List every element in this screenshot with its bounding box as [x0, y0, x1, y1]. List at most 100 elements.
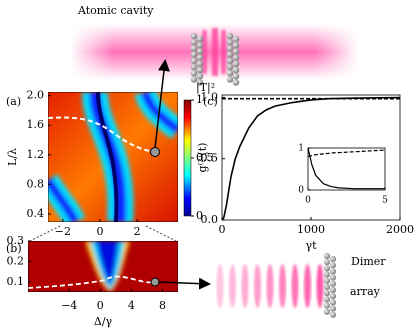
- x-tick-label: 4: [128, 299, 135, 312]
- colorbar: [183, 99, 192, 217]
- wave-lobe: [241, 264, 249, 308]
- atom: [190, 32, 198, 40]
- atom: [190, 38, 198, 46]
- line-series: [307, 149, 386, 157]
- atom: [232, 48, 240, 55]
- zoom-line: [145, 225, 177, 242]
- cavity-illustration: [70, 24, 358, 86]
- plot-frame: [307, 147, 386, 191]
- marker-point: [150, 147, 160, 157]
- atom: [226, 38, 234, 46]
- dimer-label: Dimer: [351, 255, 386, 268]
- atom: [323, 259, 331, 266]
- atom: [323, 265, 331, 272]
- x-axis-label: Δ/γ: [94, 315, 113, 328]
- wave-lobe: [229, 264, 236, 308]
- y-tick-label: 0.1: [7, 275, 25, 288]
- x-tick-label: 1000: [297, 223, 325, 236]
- atom: [329, 262, 337, 269]
- atom: [323, 271, 331, 278]
- y-axis-label: g⁽²⁾(t): [196, 143, 209, 173]
- y-tick-label: 0.3: [7, 234, 25, 247]
- x-tick-label: −2: [55, 225, 71, 238]
- dimer-illustration: [216, 252, 337, 318]
- atom: [329, 311, 337, 318]
- colorbar-tick-label: 1: [196, 93, 203, 106]
- panel-label: (b): [6, 242, 22, 255]
- y-tick-label: 1: [298, 144, 304, 154]
- atom: [329, 299, 337, 306]
- atom: [226, 76, 234, 83]
- atom: [226, 51, 234, 58]
- dimer-label: array: [350, 285, 381, 298]
- atom: [190, 45, 198, 52]
- atom: [232, 35, 240, 43]
- y-tick-label: 1.6: [27, 118, 45, 131]
- atom: [190, 57, 198, 65]
- wave-lobe: [279, 264, 286, 308]
- atom: [232, 72, 240, 80]
- y-tick-label: 1.0: [201, 90, 219, 103]
- atom: [190, 76, 198, 83]
- atom: [232, 54, 240, 61]
- zoom-line: [29, 225, 61, 242]
- wave-lobe: [254, 264, 261, 308]
- colorbar-tick-label: 0: [196, 209, 203, 222]
- colorbar-tick-label: 0.5: [196, 151, 214, 164]
- panel-label: (c): [203, 95, 218, 108]
- atom: [232, 79, 240, 86]
- y-tick-label: 1.2: [27, 148, 45, 161]
- atom: [190, 51, 198, 58]
- atom: [329, 268, 337, 275]
- y-axis-label: L/λ: [6, 148, 19, 166]
- x-tick-label: 0: [305, 196, 311, 206]
- atom: [196, 72, 204, 80]
- atom: [196, 35, 204, 43]
- x-axis-label: γt: [306, 239, 318, 252]
- x-tick-label: 0: [97, 299, 104, 312]
- atom: [226, 57, 234, 65]
- atom: [232, 60, 240, 68]
- atom: [329, 305, 337, 312]
- arrow: [154, 59, 170, 149]
- line-series: [307, 147, 385, 190]
- wave-lobe: [316, 264, 324, 308]
- atom: [323, 277, 331, 284]
- wave-lobe: [304, 264, 311, 308]
- atom: [232, 41, 240, 49]
- arrow: [158, 277, 211, 290]
- marker-point: [150, 277, 160, 287]
- wave-lobe: [216, 264, 224, 308]
- y-tick-label: 2.0: [27, 89, 45, 102]
- atom: [226, 32, 234, 40]
- atom: [196, 48, 204, 55]
- atom: [232, 66, 240, 74]
- x-tick-label: −4: [61, 299, 77, 312]
- atom: [323, 290, 331, 297]
- panel-label: (a): [6, 95, 21, 108]
- colorbar-label: |T|²: [196, 81, 215, 95]
- cavity-label: Atomic cavity: [77, 4, 154, 17]
- atom: [226, 45, 234, 52]
- atom: [329, 286, 337, 294]
- atom: [226, 69, 234, 77]
- y-tick-label: 0.0: [201, 213, 219, 226]
- atom: [190, 63, 198, 71]
- x-tick-label: 2: [134, 225, 141, 238]
- atom: [196, 79, 204, 86]
- y-tick-label: 0.2: [7, 254, 25, 267]
- atom: [329, 293, 337, 300]
- atom: [196, 41, 204, 49]
- atom: [196, 66, 204, 74]
- atom: [323, 308, 331, 315]
- x-tick-label: 0: [219, 223, 226, 236]
- line-series: [221, 96, 401, 221]
- y-tick-label: 0.4: [27, 207, 45, 220]
- atom: [190, 69, 198, 77]
- x-tick-label: 2000: [386, 223, 414, 236]
- atom: [323, 283, 331, 291]
- atom: [329, 274, 337, 281]
- x-tick-label: 5: [382, 196, 388, 206]
- y-tick-label: 0.8: [27, 177, 45, 190]
